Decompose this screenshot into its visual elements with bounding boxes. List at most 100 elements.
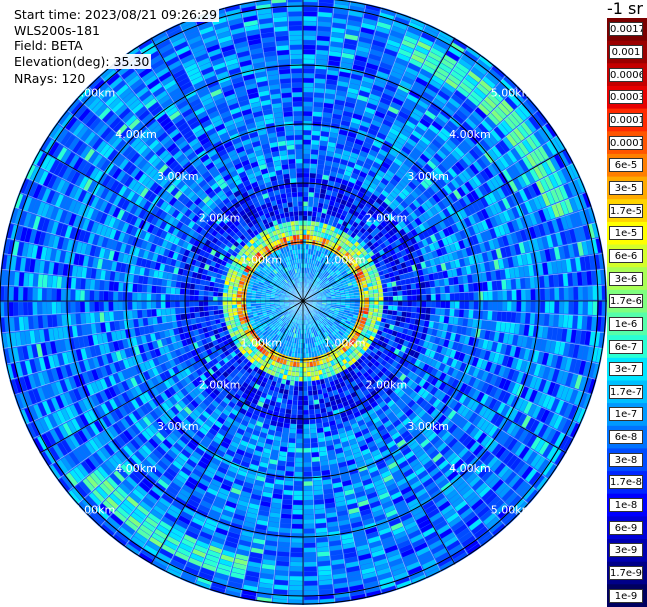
ppi-cell [294, 481, 303, 486]
ppi-cell [394, 215, 402, 223]
ppi-cell [510, 278, 516, 290]
ppi-cell [483, 136, 494, 148]
ppi-cell [316, 266, 320, 272]
ppi-cell [374, 30, 389, 39]
ppi-cell [482, 76, 496, 89]
ppi-cell [439, 278, 445, 286]
ppi-cell [399, 220, 407, 228]
ppi-cell [592, 285, 598, 300]
ppi-cell [406, 223, 414, 231]
ppi-cell [326, 250, 332, 256]
ppi-cell [573, 301, 579, 315]
ppi-cell [451, 164, 461, 175]
ppi-cell [367, 128, 378, 136]
ppi-cell [308, 244, 312, 250]
ppi-cell [359, 171, 367, 178]
ppi-cell [288, 442, 296, 448]
ppi-cell [445, 78, 459, 89]
ppi-cell [325, 84, 337, 90]
ppi-cell [511, 289, 517, 301]
ppi-cell [459, 82, 473, 94]
ppi-cell [347, 248, 353, 254]
ppi-cell [385, 169, 395, 178]
ppi-cell [346, 270, 352, 275]
ppi-cell [343, 265, 349, 271]
ppi-cell [297, 419, 303, 425]
ppi-cell [440, 301, 446, 308]
ppi-cell [514, 107, 528, 121]
ppi-cell [434, 166, 444, 177]
ppi-cell [398, 191, 407, 200]
ppi-cell [328, 277, 334, 282]
ppi-cell [356, 191, 365, 198]
ppi-cell [424, 110, 436, 120]
ppi-cell [441, 197, 450, 208]
ppi-cell [352, 168, 361, 175]
ppi-cell [414, 143, 425, 153]
ppi-cell [335, 212, 342, 219]
ppi-cell [303, 130, 312, 135]
ppi-cell [348, 208, 355, 215]
ppi-cell [347, 197, 355, 204]
ppi-cell [477, 103, 490, 116]
ppi-cell [367, 98, 379, 106]
ppi-cell [318, 222, 324, 228]
ppi-cell [383, 88, 395, 97]
ppi-cell [430, 170, 440, 180]
ppi-cell [393, 207, 402, 215]
ppi-cell [449, 192, 458, 203]
ppi-cell [568, 286, 574, 300]
ppi-cell [336, 264, 342, 270]
ppi-cell [420, 281, 426, 289]
ppi-cell [488, 68, 503, 82]
ppi-cell [291, 543, 303, 548]
ppi-cell [314, 408, 321, 414]
ppi-cell [339, 268, 345, 273]
ppi-cell [539, 313, 545, 326]
ppi-cell [400, 163, 410, 172]
ppi-cell [322, 259, 327, 264]
ppi-cell [294, 381, 299, 386]
ppi-cell [298, 391, 303, 396]
ppi-cell [354, 104, 366, 111]
ppi-cell [528, 115, 541, 130]
ppi-cell [385, 43, 399, 53]
ppi-cell [347, 87, 359, 95]
ppi-cell [303, 476, 313, 482]
ppi-cell [336, 239, 342, 246]
ppi-cell [313, 288, 318, 292]
ppi-cell [351, 147, 361, 155]
ppi-cell [311, 274, 315, 280]
ppi-cell [287, 452, 295, 458]
ppi-cell [345, 29, 360, 36]
ppi-cell [352, 143, 362, 150]
ppi-cell [310, 428, 317, 434]
ppi-cell [276, 556, 290, 562]
ppi-cell [410, 164, 420, 174]
ppi-cell [483, 301, 488, 310]
ppi-cell [461, 121, 474, 133]
ppi-cell [329, 264, 335, 270]
ppi-cell [296, 429, 303, 434]
ppi-cell [517, 124, 529, 139]
ppi-cell [474, 126, 486, 139]
ppi-cell [525, 97, 539, 112]
ppi-cell [388, 305, 393, 310]
ppi-cell [506, 279, 512, 290]
ppi-cell [395, 170, 404, 179]
ppi-cell [403, 159, 413, 168]
ppi-cell [350, 152, 359, 159]
ppi-cell [314, 73, 326, 79]
ppi-cell [491, 145, 502, 158]
ppi-cell [398, 236, 406, 244]
ppi-cell [334, 277, 340, 282]
ppi-cell [516, 289, 522, 301]
ppi-cell [318, 287, 323, 291]
ppi-cell [521, 101, 535, 115]
ppi-cell [430, 287, 436, 294]
ppi-cell [421, 64, 435, 75]
ppi-cell [379, 12, 395, 21]
ppi-cell [388, 296, 393, 301]
ppi-cell [355, 179, 363, 187]
ppi-cell [450, 178, 460, 189]
